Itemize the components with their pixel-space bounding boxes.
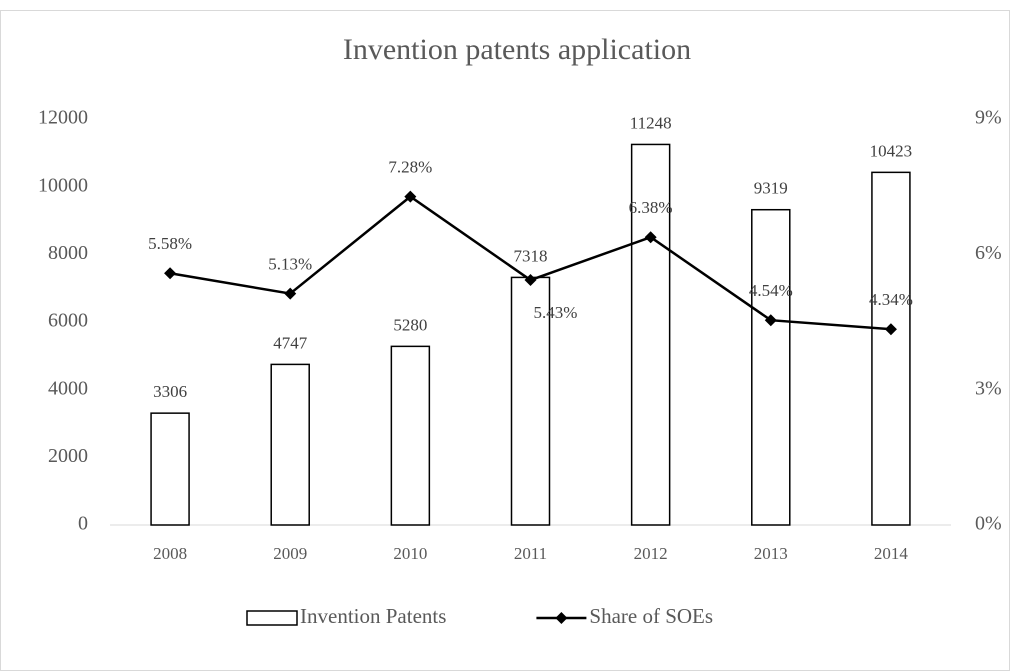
legend-label: Invention Patents [300, 604, 446, 628]
data-label: 5.58% [148, 234, 192, 253]
line-marker [284, 287, 297, 300]
data-label: 5.43% [534, 303, 578, 322]
data-label: 7318 [514, 246, 548, 265]
data-label: 5.13% [268, 254, 312, 273]
data-label: 10423 [870, 141, 913, 160]
line-marker [404, 190, 417, 203]
bar [510, 276, 551, 526]
x-tick-label: 2012 [634, 544, 668, 563]
data-label: 5280 [393, 315, 427, 334]
x-tick-label: 2013 [754, 544, 788, 563]
data-label: 3306 [153, 382, 187, 401]
chart-border [0, 10, 1010, 671]
line-marker [884, 323, 897, 336]
y2-tick-label: 0% [975, 513, 1002, 535]
y-tick-label: 10000 [38, 174, 88, 196]
data-label: 9319 [754, 179, 788, 198]
y-tick-label: 6000 [48, 310, 88, 332]
x-tick-label: 2008 [153, 544, 187, 563]
x-tick-label: 2011 [514, 544, 547, 563]
data-label: 11248 [630, 113, 672, 132]
y-tick-label: 4000 [48, 377, 88, 399]
line-marker [644, 231, 657, 244]
bar [630, 143, 671, 526]
bar [871, 171, 911, 526]
bar [751, 208, 791, 526]
line-marker [764, 314, 777, 327]
data-label: 4.34% [869, 290, 913, 309]
y-tick-label: 12000 [38, 107, 88, 129]
line-marker [164, 267, 177, 280]
data-label: 4.54% [749, 281, 793, 300]
x-tick-label: 2014 [874, 544, 909, 563]
x-tick-label: 2009 [273, 544, 307, 563]
bar [150, 412, 190, 526]
x-tick-label: 2010 [393, 544, 427, 563]
legend-marker [555, 612, 568, 624]
bar [270, 363, 310, 526]
line-marker [524, 274, 537, 287]
y-tick-label: 0 [78, 513, 88, 535]
data-label: 7.28% [388, 157, 432, 176]
y2-tick-label: 9% [975, 107, 1002, 129]
y2-tick-label: 6% [975, 242, 1002, 264]
y2-tick-label: 3% [975, 377, 1002, 399]
bar [390, 345, 431, 526]
legend-label: Share of SOEs [589, 604, 713, 628]
chart-title: Invention patents application [343, 33, 691, 66]
data-label: 4747 [273, 333, 308, 352]
data-label: 6.38% [629, 198, 673, 217]
legend-swatch [246, 610, 298, 626]
y-tick-label: 8000 [48, 242, 88, 264]
y-tick-label: 2000 [48, 445, 88, 467]
